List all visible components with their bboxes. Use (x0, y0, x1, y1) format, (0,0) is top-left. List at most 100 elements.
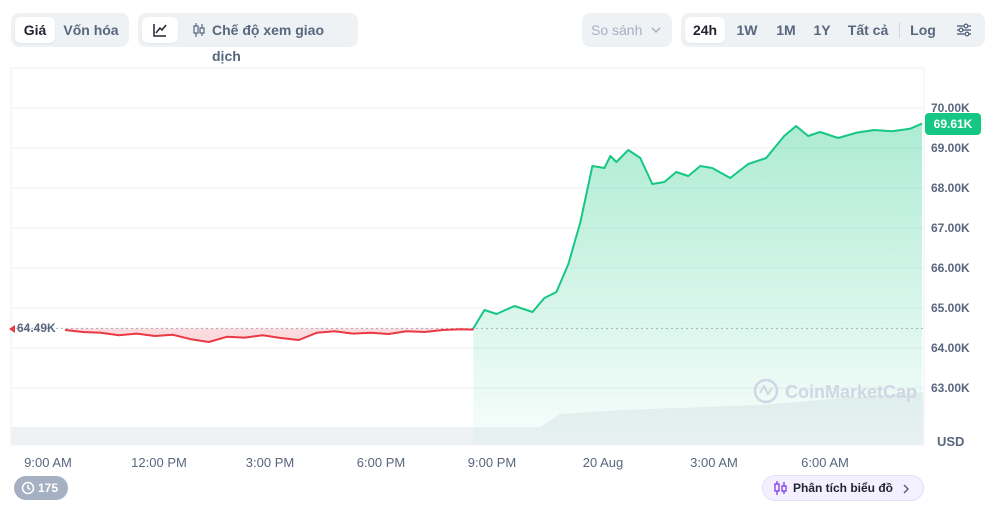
data-point (334, 330, 336, 332)
data-point (729, 177, 731, 179)
data-point (244, 336, 246, 338)
analysis-candles-icon (774, 481, 787, 495)
data-point (609, 155, 611, 157)
price-line-up (472, 122, 923, 329)
trading-view-label: Chế độ xem giao dịch (212, 22, 325, 64)
x-tick-label: 6:00 PM (356, 455, 406, 470)
data-point (495, 313, 497, 315)
range-1w[interactable]: 1W (736, 22, 758, 38)
watermark: CoinMarketCap (753, 378, 917, 404)
range-1m[interactable]: 1M (776, 22, 796, 38)
data-point (765, 157, 767, 159)
data-point (190, 338, 192, 340)
data-point (531, 311, 533, 313)
log-scale-button[interactable]: Log (910, 22, 936, 38)
compare-label: So sánh (591, 22, 643, 38)
current-price-tag: 69.61K (925, 113, 981, 135)
volume-area (11, 392, 924, 445)
data-point (891, 130, 893, 132)
y-axis-unit: USD (937, 434, 965, 449)
price-area-up (473, 123, 922, 445)
data-point (208, 341, 210, 343)
range-all[interactable]: Tất cả (847, 22, 889, 38)
price-area-down (65, 328, 474, 342)
x-tick-label: 9:00 PM (467, 455, 517, 470)
data-point (172, 334, 174, 336)
x-tick-label: 9:00 AM (24, 455, 72, 470)
data-point (675, 171, 677, 173)
price-line-down (64, 327, 475, 343)
data-point (855, 132, 857, 134)
data-point (118, 334, 120, 336)
data-point (567, 263, 569, 265)
settings-sliders-icon (957, 23, 971, 37)
time-range-selector: 24h 1W 1M 1Y Tất cả Log (681, 13, 985, 47)
data-point (627, 149, 629, 151)
data-point (921, 122, 923, 124)
data-point (471, 328, 473, 330)
baseline-marker-icon (9, 325, 15, 333)
range-divider (899, 22, 900, 38)
data-point (316, 332, 318, 334)
data-point (513, 305, 515, 307)
data-point (909, 128, 911, 130)
tab-market-cap[interactable]: Vốn hóa (63, 22, 119, 38)
data-point (555, 291, 557, 293)
data-point (807, 135, 809, 137)
x-tick-label: 3:00 PM (245, 455, 295, 470)
chart-settings-button[interactable] (949, 17, 979, 43)
y-tick-label: 67.00K (931, 221, 970, 235)
trading-view-button[interactable]: Chế độ xem giao dịch (186, 17, 354, 64)
y-tick-label: 66.00K (931, 261, 970, 275)
tab-price[interactable]: Giá (15, 17, 55, 43)
y-tick-label: 70.00K (931, 101, 970, 115)
y-tick-label: 68.00K (931, 181, 970, 195)
history-badge[interactable]: 175 (14, 476, 68, 500)
x-tick-label: 3:00 AM (690, 455, 738, 470)
data-point (483, 309, 485, 311)
data-point (711, 167, 713, 169)
range-1y[interactable]: 1Y (813, 22, 831, 38)
data-point (369, 332, 371, 334)
data-point (82, 331, 84, 333)
data-point (154, 335, 156, 337)
x-tick-label: 6:00 AM (801, 455, 849, 470)
data-point (352, 332, 354, 334)
data-point (873, 129, 875, 131)
watermark-text: CoinMarketCap (785, 382, 917, 402)
data-point (819, 131, 821, 133)
range-24h[interactable]: 24h (685, 17, 725, 43)
data-point (591, 165, 593, 167)
chevron-down-icon (651, 27, 661, 34)
data-point (298, 339, 300, 341)
plot-frame (10, 67, 925, 446)
x-tick-label: 12:00 PM (131, 455, 187, 470)
y-tick-label: 64.00K (931, 341, 970, 355)
data-point (262, 334, 264, 336)
candlestick-icon (193, 23, 205, 37)
data-point (441, 329, 443, 331)
price-marketcap-toggle: Giá Vốn hóa (11, 13, 129, 47)
data-point (783, 135, 785, 137)
data-point (837, 137, 839, 139)
data-point (423, 331, 425, 333)
data-point (405, 330, 407, 332)
data-point (687, 175, 689, 177)
data-point (136, 332, 138, 334)
data-point (747, 163, 749, 165)
y-tick-label: 69.00K (931, 141, 970, 155)
baseline-price-label: 64.49K (17, 321, 56, 335)
compare-dropdown[interactable]: So sánh (582, 13, 672, 47)
history-count: 175 (38, 481, 59, 495)
chart-analysis-button[interactable]: Phân tích biểu đồ (762, 475, 924, 501)
data-point (387, 333, 389, 335)
data-point (615, 161, 617, 163)
line-chart-button[interactable] (142, 17, 178, 43)
chart-type-toggle: Chế độ xem giao dịch (138, 13, 358, 64)
data-point (100, 332, 102, 334)
data-point (280, 337, 282, 339)
data-point (226, 336, 228, 338)
y-tick-label: 65.00K (931, 301, 970, 315)
data-point (699, 165, 701, 167)
x-tick-label: 20 Aug (582, 455, 624, 470)
